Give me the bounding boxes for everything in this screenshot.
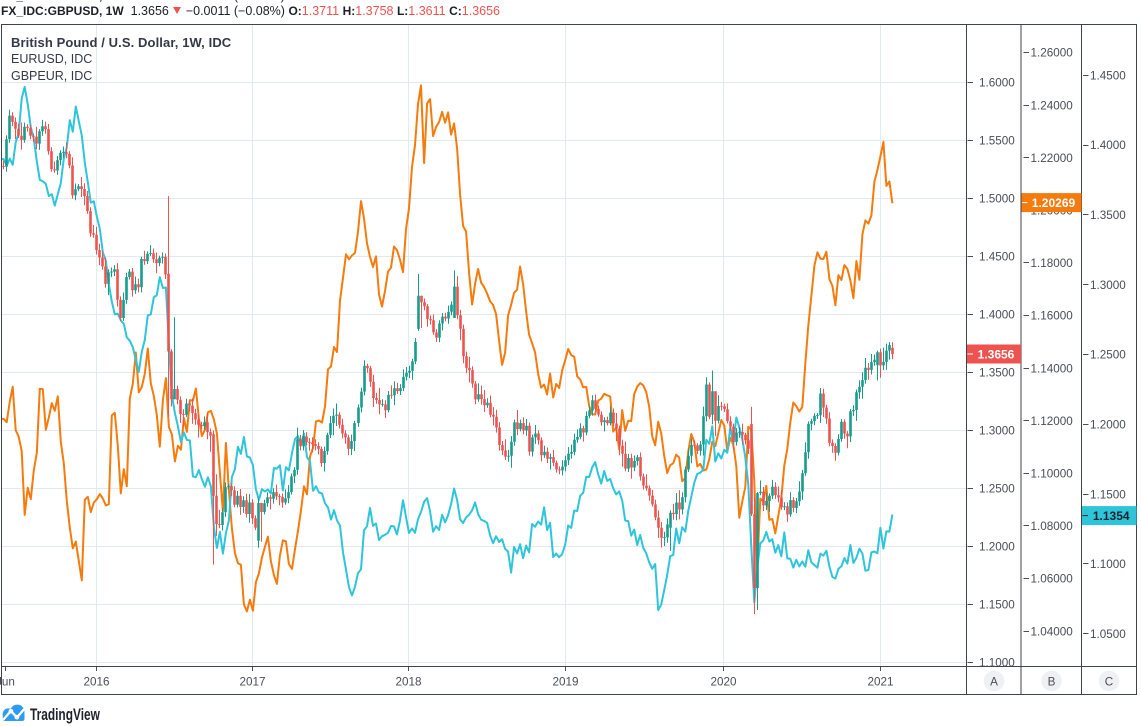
svg-text:1.08000: 1.08000 [1031,520,1074,533]
svg-text:1.22000: 1.22000 [1031,152,1074,165]
svg-text:1.24000: 1.24000 [1031,99,1074,112]
svg-text:1.6000: 1.6000 [979,76,1015,89]
svg-text:1.3656: 1.3656 [978,347,1015,361]
svg-text:1.3500: 1.3500 [979,366,1015,379]
svg-text:1.12000: 1.12000 [1031,415,1074,428]
svg-text:1.20269: 1.20269 [1032,196,1076,210]
svg-text:1.04000: 1.04000 [1031,625,1074,638]
svg-text:1.2500: 1.2500 [979,482,1015,495]
svg-text:2019: 2019 [552,676,578,689]
svg-text:1.1000: 1.1000 [979,656,1015,669]
svg-text:2016: 2016 [83,676,109,689]
svg-text:1.1000: 1.1000 [1090,558,1126,571]
svg-text:1.4000: 1.4000 [1090,139,1126,152]
svg-text:1.4500: 1.4500 [1090,69,1126,82]
svg-text:1.2000: 1.2000 [979,540,1015,553]
svg-text:1.1354: 1.1354 [1093,509,1130,523]
svg-text:1.1500: 1.1500 [1090,488,1126,501]
svg-text:2020: 2020 [710,676,737,689]
svg-text:C: C [1105,675,1113,688]
svg-text:1.26000: 1.26000 [1031,47,1074,60]
svg-text:1.10000: 1.10000 [1031,468,1074,481]
svg-text:Jun: Jun [0,676,15,689]
svg-text:1.5500: 1.5500 [979,134,1015,147]
svg-text:1.5000: 1.5000 [979,192,1015,205]
svg-text:1.14000: 1.14000 [1031,362,1074,375]
svg-text:1.18000: 1.18000 [1031,257,1074,270]
svg-text:1.3000: 1.3000 [1090,279,1126,292]
svg-text:1.3000: 1.3000 [979,424,1015,437]
svg-text:1.3500: 1.3500 [1090,209,1126,222]
svg-text:2018: 2018 [395,676,421,689]
svg-text:1.4000: 1.4000 [979,308,1015,321]
svg-text:A: A [990,675,998,688]
svg-text:B: B [1048,675,1056,688]
svg-text:1.1500: 1.1500 [979,598,1015,611]
svg-text:2021: 2021 [867,676,893,689]
svg-text:1.2500: 1.2500 [1090,349,1126,362]
svg-text:1.4500: 1.4500 [979,250,1015,263]
svg-text:1.06000: 1.06000 [1031,573,1074,586]
svg-text:1.16000: 1.16000 [1031,310,1074,323]
svg-text:2017: 2017 [239,676,265,689]
svg-text:1.0500: 1.0500 [1090,628,1126,641]
svg-text:1.2000: 1.2000 [1090,419,1126,432]
